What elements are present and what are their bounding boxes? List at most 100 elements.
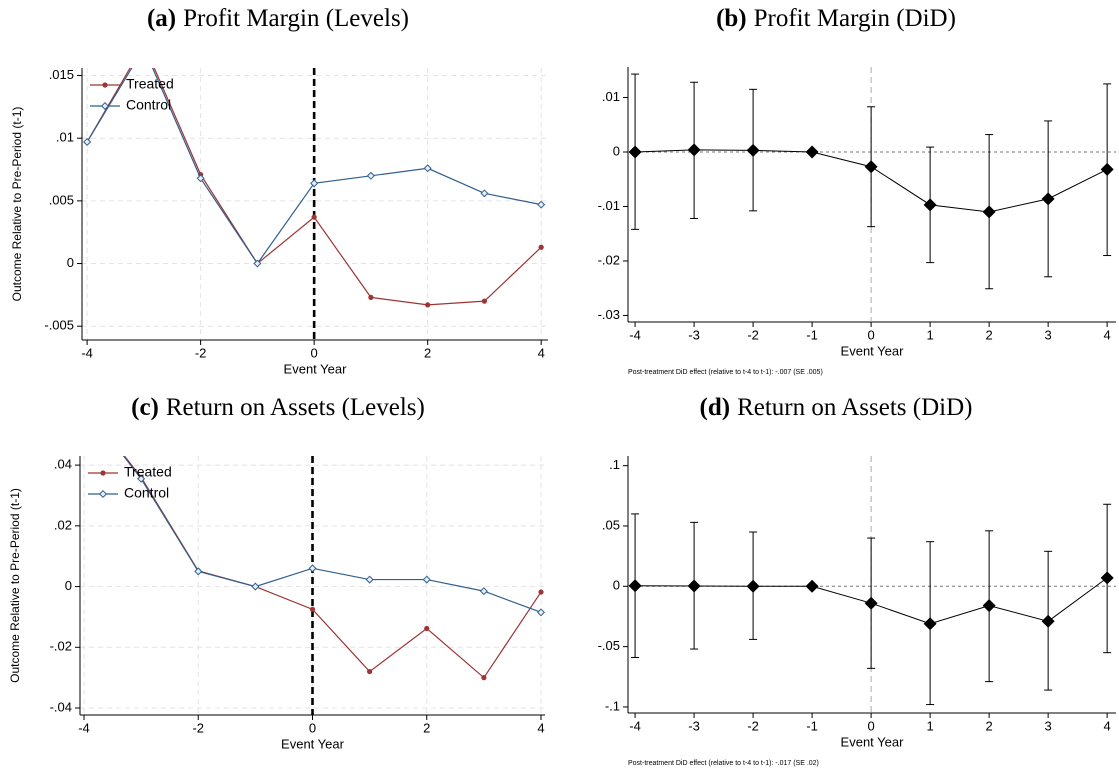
y-tick-label: 0 (65, 578, 72, 593)
x-tick-label: 0 (309, 720, 316, 735)
x-tick-label: -2 (192, 720, 204, 735)
legend: Treated Control (90, 76, 174, 113)
legend-label: Treated (124, 464, 172, 480)
title-text: Profit Margin (DiD) (754, 5, 956, 32)
footnote: Post-treatment DiD effect (relative to t… (628, 760, 819, 767)
x-tick-label: 2 (423, 720, 430, 735)
point (309, 606, 316, 612)
y-tick-label: .05 (602, 517, 620, 532)
legend-marker (100, 470, 106, 476)
plot-area (628, 73, 1114, 290)
y-tick-label: -.005 (44, 318, 74, 333)
x-tick-label: -4 (629, 718, 641, 733)
panel-label: (c) (131, 394, 159, 421)
x-tick-label: 0 (867, 718, 874, 733)
title-text: Return on Assets (DiD) (737, 394, 972, 421)
point (251, 582, 260, 591)
y-tick-label: .1 (609, 457, 620, 472)
x-tick-label: 0 (867, 327, 874, 342)
y-tick-label: .015 (49, 67, 74, 82)
x-tick-label: -2 (747, 718, 759, 733)
point-estimate (1100, 162, 1114, 176)
legend-label: Treated (126, 76, 174, 92)
y-tick-label: -.1 (605, 698, 620, 713)
point-estimate (923, 617, 937, 631)
point (481, 675, 487, 681)
y-tick-label: .04 (54, 457, 72, 472)
y-tick-label: .005 (49, 192, 74, 207)
y-tick-label: 0 (613, 578, 620, 593)
point (424, 625, 430, 632)
x-tick-label: -2 (195, 345, 207, 360)
title-text: Return on Assets (Levels) (166, 394, 425, 421)
y-tick-label: -.02 (598, 252, 620, 267)
legend-marker (100, 101, 110, 111)
x-tick-label: -1 (806, 327, 818, 342)
point (422, 575, 431, 584)
point (538, 589, 544, 595)
x-tick-label: 2 (986, 718, 993, 733)
plot-area (628, 503, 1114, 706)
point (81, 401, 88, 408)
title-text: Profit Margin (Levels) (183, 5, 409, 32)
point (480, 189, 489, 198)
x-tick-label: -3 (688, 718, 700, 733)
point (481, 298, 488, 304)
point-estimate (805, 145, 819, 159)
panel-title: (d) Return on Assets (DiD) (700, 394, 973, 421)
point (366, 171, 375, 180)
x-axis-title: Event Year (841, 343, 905, 358)
point (367, 668, 373, 675)
point-estimate (628, 145, 642, 159)
x-tick-label: 2 (986, 327, 993, 342)
point-estimate (982, 599, 996, 613)
x-tick-label: -3 (688, 327, 700, 342)
point (425, 302, 431, 308)
legend: Treated Control (88, 464, 172, 501)
point (81, 402, 86, 407)
panel-title: (b) Profit Margin (DiD) (716, 5, 956, 32)
footnote: Post-treatment DiD effect (relative to t… (628, 369, 823, 376)
point-estimate (628, 579, 642, 593)
point (538, 244, 544, 250)
point (141, 45, 148, 52)
x-tick-label: 4 (537, 720, 544, 735)
y-tick-label: -.01 (598, 198, 620, 213)
x-tick-label: 2 (424, 345, 431, 360)
point (479, 587, 488, 596)
panel: (a) Profit Margin (Levels) -.005 0 .005 .01 .0… (10, 5, 548, 376)
x-tick-label: 0 (311, 345, 318, 360)
x-tick-label: -4 (81, 345, 93, 360)
x-tick-label: 1 (927, 718, 934, 733)
x-tick-label: 4 (538, 345, 545, 360)
plot-area (81, 401, 545, 681)
point (368, 294, 374, 300)
point-estimate (687, 143, 701, 157)
y-tick-label: 0 (67, 255, 74, 270)
panel-label: (a) (147, 5, 176, 32)
point-estimate (923, 198, 937, 212)
panel: (c) Return on Assets (Levels) -.04 -.02 0 .02… (8, 394, 545, 751)
y-tick-label: 0 (613, 143, 620, 158)
point (137, 474, 146, 483)
legend-label: Control (126, 97, 171, 113)
x-tick-label: 4 (1104, 718, 1111, 733)
point-estimate (1041, 614, 1055, 628)
panel-title: (c) Return on Assets (Levels) (131, 394, 425, 421)
x-axis-title: Event Year (284, 361, 348, 376)
point (423, 164, 432, 173)
point-estimate (982, 205, 996, 219)
panel: (d) Return on Assets (DiD) -.1 -.05 0 .05 .1 -4… (598, 394, 1116, 767)
point-estimate (1041, 192, 1055, 206)
x-axis-title: Event Year (281, 736, 345, 751)
point (537, 200, 546, 209)
x-tick-label: -1 (806, 718, 818, 733)
x-tick-label: 3 (1045, 718, 1052, 733)
y-tick-label: -.02 (50, 639, 72, 654)
x-tick-label: 3 (1045, 327, 1052, 342)
panel: (b) Profit Margin (DiD) -.03 -.02 -.01 0 .01 -4… (598, 5, 1116, 376)
legend-marker (98, 489, 108, 499)
point (365, 575, 374, 584)
point-estimate (805, 579, 819, 593)
